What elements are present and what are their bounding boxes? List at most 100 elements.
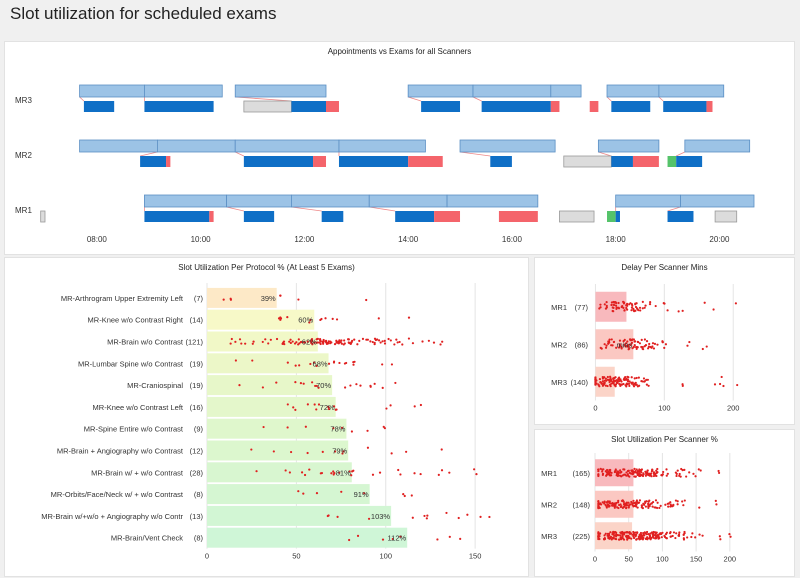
data-point [644,505,647,508]
exam-bar [481,101,551,112]
bar-value-label: 39% [261,294,276,303]
scanner-label: MR2 [15,151,32,160]
data-point [660,536,663,539]
data-point [599,346,602,349]
data-point [238,338,242,341]
data-point [617,307,621,310]
data-point [645,340,649,343]
data-point [610,344,613,347]
data-point [603,343,606,346]
data-point [641,474,645,478]
appointment-exam-connector [235,96,292,102]
data-point [632,505,635,508]
data-point [633,377,636,380]
appointment-bar [291,194,370,208]
data-point [712,308,715,311]
exam-bar [166,156,171,167]
appointment-exam-connector [235,151,245,157]
data-point [340,339,343,342]
data-point [729,535,732,538]
data-point [611,309,614,313]
data-point [333,343,337,346]
data-point [627,531,630,534]
category-label: MR3 [551,378,567,387]
data-point [436,538,439,541]
data-point [340,426,344,430]
data-point [666,472,669,475]
data-point [631,381,634,384]
data-point [625,501,628,504]
data-point [624,376,627,379]
exam-bar [559,210,595,223]
data-point [644,500,647,503]
x-tick-label: 0 [593,404,597,413]
data-point [650,536,653,540]
data-point [421,340,424,343]
category-label: MR-Brain/Vent Check [111,534,183,543]
data-point [356,343,359,346]
data-point [314,384,317,388]
data-point [479,515,482,518]
data-point [311,339,314,342]
appointment-exam-connector [606,96,612,102]
data-point [639,309,642,312]
data-point [255,470,258,473]
data-point [599,467,602,470]
data-point [632,499,635,502]
data-point [626,538,629,541]
data-point [605,301,608,304]
data-point [669,535,673,538]
data-point [690,535,693,539]
exam-bar [434,211,461,222]
data-point [633,344,636,347]
timeline-panel: Appointments vs Exams for all Scanners M… [4,41,795,255]
x-tick-label: 100 [658,404,671,413]
data-point [599,303,602,306]
data-point [611,306,614,309]
data-point [638,499,642,502]
data-point [640,504,643,507]
appointment-bar [550,84,582,98]
scanner-util-title: Slot Utilization Per Scanner % [611,435,718,444]
data-point [335,341,338,344]
data-point [282,340,286,343]
data-point [722,384,725,388]
data-point [654,537,657,540]
data-point [652,471,656,474]
data-point [632,530,635,534]
exam-bar [667,156,677,167]
data-point [244,342,247,345]
data-point [675,474,678,478]
data-point [448,471,451,474]
data-point [643,306,646,309]
data-point [649,534,652,538]
data-point [313,361,316,364]
data-point [401,343,404,346]
data-point [631,347,634,350]
data-point [653,472,656,475]
data-point [642,377,646,380]
data-point [701,534,704,537]
data-point [653,342,657,345]
data-point [308,468,311,471]
data-point [678,472,681,476]
data-point [649,503,652,506]
appointment-bar [79,84,145,98]
data-point [685,475,688,478]
data-point [391,537,394,541]
data-point [636,501,639,504]
data-point [720,375,723,379]
data-point [598,385,601,388]
data-point [649,300,652,304]
data-point [371,473,375,476]
data-point [352,361,355,364]
data-point [665,531,669,534]
data-point [352,469,355,472]
data-point [251,359,254,362]
data-point [366,446,370,449]
data-point [427,339,430,342]
data-point [610,474,613,477]
appointment-exam-connector [226,206,244,212]
data-point [715,503,718,506]
data-point [619,469,622,472]
